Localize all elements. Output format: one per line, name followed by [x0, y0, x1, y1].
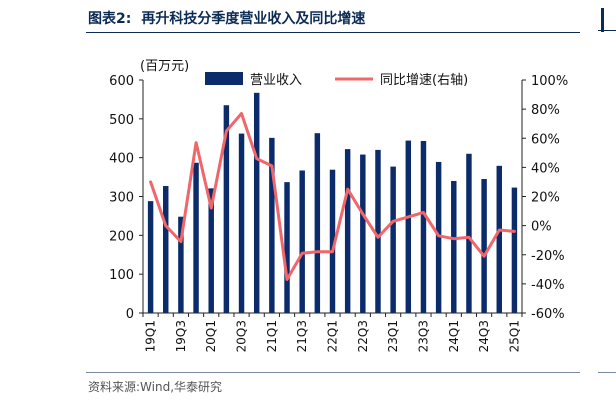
- x-tick-label: 19Q1: [144, 320, 158, 352]
- revenue-bar: [329, 169, 336, 313]
- y-right-tick-label: -40%: [531, 278, 565, 293]
- revenue-bar: [269, 137, 275, 313]
- source-note: 资料来源:Wind,华泰研究: [88, 380, 223, 394]
- y-left-tick-label: 300: [109, 191, 134, 206]
- x-tick-label: 24Q1: [447, 320, 461, 352]
- yoy-growth-line: [149, 112, 516, 281]
- x-tick-label: 22Q1: [326, 320, 340, 352]
- revenue-bar: [193, 162, 199, 313]
- revenue-bar: [390, 166, 396, 313]
- x-tick-label: 20Q3: [235, 320, 249, 352]
- legend-label-revenue: 营业收入: [250, 73, 302, 88]
- y-left-tick-label: 200: [109, 229, 134, 244]
- chart-title: 图表2: 再升科技分季度营业收入及同比增速: [88, 8, 365, 28]
- revenue-bar: [405, 140, 412, 313]
- chart-title-text: 再升科技分季度营业收入及同比增速: [141, 11, 366, 27]
- x-tick-label: 19Q3: [174, 320, 188, 352]
- revenue-bar: [284, 182, 290, 313]
- edge-decoration-line: [598, 30, 616, 31]
- revenue-bar: [253, 92, 260, 313]
- revenue-bar: [238, 133, 245, 313]
- revenue-bar: [435, 161, 442, 313]
- revenue-bar: [451, 180, 457, 313]
- revenue-bar: [178, 216, 184, 313]
- y-right-tick-label: -20%: [531, 249, 565, 264]
- revenue-bar: [208, 188, 214, 313]
- revenue-bar: [511, 187, 518, 313]
- legend-label-growth: 同比增速(右轴): [380, 73, 468, 88]
- x-tick-label: 25Q1: [507, 320, 521, 352]
- x-tick-label: 20Q1: [204, 320, 218, 352]
- revenue-bar: [360, 154, 366, 313]
- title-divider: [86, 32, 580, 33]
- x-tick-label: 23Q1: [386, 320, 400, 352]
- revenue-bar: [481, 179, 487, 313]
- revenue-bar: [375, 149, 381, 313]
- y-left-tick-label: 100: [109, 268, 134, 283]
- y-right-tick-label: 40%: [531, 161, 560, 176]
- legend-swatch-revenue: [205, 72, 243, 85]
- x-tick-label: 21Q1: [265, 320, 279, 352]
- y-right-tick-label: 20%: [531, 191, 560, 206]
- y-right-tick-label: -60%: [531, 307, 565, 322]
- x-tick-label: 23Q3: [416, 320, 430, 352]
- revenue-bar: [466, 153, 472, 313]
- revenue-bar: [496, 165, 502, 313]
- revenue-bar: [344, 149, 351, 313]
- source-divider: [86, 372, 580, 373]
- y-left-tick-label: 500: [109, 113, 134, 128]
- revenue-bar: [223, 105, 230, 313]
- revenue-bar: [420, 140, 427, 313]
- x-tick-label: 21Q3: [295, 320, 309, 352]
- edge-decoration-bottom: [598, 372, 616, 373]
- y-left-tick-label: 0: [126, 307, 134, 322]
- y-left-tick-label: 600: [109, 74, 134, 89]
- x-tick-label: 22Q3: [356, 320, 370, 352]
- chart-title-number: 图表2:: [88, 11, 132, 27]
- y-right-tick-label: 0%: [531, 220, 552, 235]
- y-right-tick-label: 60%: [531, 132, 560, 147]
- y-right-tick-label: 100%: [531, 74, 568, 89]
- revenue-bar: [299, 170, 305, 313]
- revenue-bar: [314, 133, 321, 313]
- y-left-tick-label: 400: [109, 152, 134, 167]
- x-tick-label: 24Q3: [477, 320, 491, 352]
- edge-decoration: [601, 8, 604, 32]
- revenue-bar: [147, 201, 154, 313]
- y-right-tick-label: 80%: [531, 103, 560, 118]
- left-axis-unit-label: (百万元): [140, 59, 189, 74]
- revenue-bar: [163, 186, 169, 313]
